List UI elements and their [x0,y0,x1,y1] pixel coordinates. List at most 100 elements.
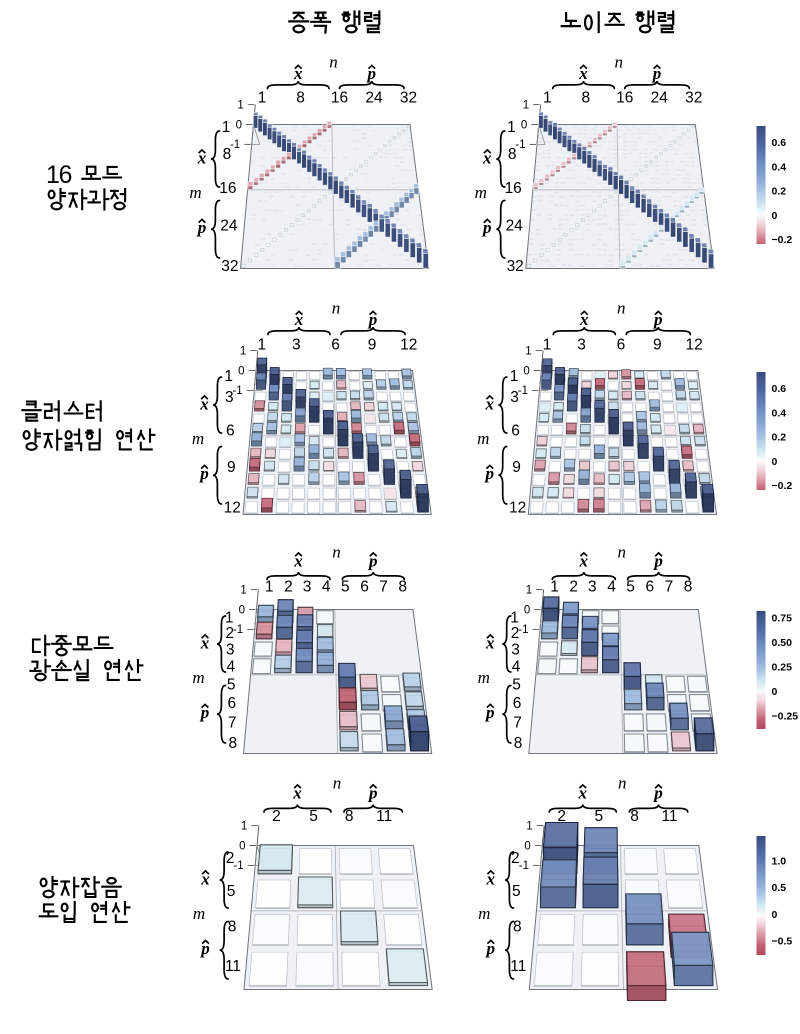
svg-text:11: 11 [225,958,241,975]
svg-text:6: 6 [617,336,626,353]
svg-text:8: 8 [296,89,305,106]
svg-text:16: 16 [505,180,522,197]
svg-text:−0.2: −0.2 [772,234,793,246]
svg-text:x: x [294,310,304,329]
svg-text:0.4: 0.4 [772,407,787,419]
svg-text:7: 7 [665,578,674,595]
svg-text:n: n [618,543,627,562]
svg-text:-1: -1 [230,139,240,151]
svg-text:4: 4 [226,659,235,676]
svg-text:0: 0 [238,365,244,377]
svg-text:−0.2: −0.2 [772,480,793,492]
svg-text:1: 1 [550,578,559,595]
svg-text:6: 6 [59,162,73,189]
svg-text:0: 0 [524,604,530,616]
svg-text:1: 1 [507,119,516,136]
svg-text:9: 9 [368,336,377,353]
svg-text:0: 0 [524,840,530,852]
svg-text:m: m [475,183,487,202]
svg-text:0.6: 0.6 [772,137,787,149]
svg-text:5: 5 [626,578,635,595]
svg-text:1: 1 [525,345,531,357]
svg-text:11: 11 [510,958,526,975]
svg-text:m: m [193,904,205,923]
svg-text:x: x [200,870,210,889]
svg-text:1: 1 [265,578,274,595]
svg-text:5: 5 [512,676,521,693]
svg-text:8: 8 [581,89,590,106]
svg-text:5: 5 [594,808,603,825]
svg-text:8: 8 [345,808,354,825]
svg-text:11: 11 [376,808,392,825]
svg-text:1: 1 [526,584,532,596]
svg-text:32: 32 [685,89,702,106]
svg-text:32: 32 [507,258,524,275]
svg-text:3: 3 [577,336,586,353]
svg-text:-1: -1 [519,860,529,872]
svg-text:12: 12 [400,336,417,353]
svg-text:4: 4 [607,578,616,595]
svg-text:0.6: 0.6 [772,383,787,395]
svg-text:0.25: 0.25 [772,662,793,674]
svg-text:1: 1 [523,99,529,111]
svg-text:x: x [482,149,492,168]
svg-text:8: 8 [398,578,407,595]
svg-text:1: 1 [224,368,233,385]
svg-text:8: 8 [514,735,523,752]
svg-text:x: x [293,552,303,571]
svg-text:-1: -1 [515,139,525,151]
svg-text:4: 4 [322,578,331,595]
svg-text:8: 8 [228,735,237,752]
svg-text:3: 3 [588,578,597,595]
svg-text:1: 1 [237,99,243,111]
svg-text:6: 6 [331,336,340,353]
svg-text:0: 0 [772,210,778,222]
svg-text:-1: -1 [518,385,528,397]
svg-text:n: n [615,53,624,72]
svg-text:5: 5 [227,676,236,693]
svg-text:0: 0 [772,909,778,921]
svg-text:n: n [333,774,342,793]
svg-text:6: 6 [360,578,369,595]
svg-text:2: 2 [284,578,293,595]
svg-text:m: m [478,904,490,923]
svg-text:0.75: 0.75 [772,613,793,625]
svg-text:6: 6 [511,422,520,439]
svg-text:-1: -1 [233,624,243,636]
svg-text:1: 1 [240,345,246,357]
svg-text:12: 12 [509,500,526,517]
svg-text:3: 3 [292,336,301,353]
svg-text:8: 8 [630,808,639,825]
svg-text:n: n [332,299,341,318]
svg-text:−0.25: −0.25 [772,711,799,723]
svg-text:x: x [199,395,209,414]
svg-text:5: 5 [309,808,318,825]
svg-text:24: 24 [506,217,524,234]
svg-text:1: 1 [241,820,247,832]
svg-text:0: 0 [239,604,245,616]
svg-text:−0.5: −0.5 [772,936,793,948]
svg-text:6: 6 [513,695,522,712]
svg-text:1: 1 [258,89,267,106]
svg-text:0: 0 [523,365,529,377]
svg-text:5: 5 [341,578,350,595]
svg-text:m: m [192,429,204,448]
svg-text:x: x [293,64,303,83]
svg-text:12: 12 [685,336,702,353]
svg-text:x: x [579,552,589,571]
svg-text:24: 24 [651,89,669,106]
svg-text:7: 7 [379,578,388,595]
svg-text:-1: -1 [232,385,242,397]
svg-text:6: 6 [226,422,235,439]
svg-text:m: m [477,429,489,448]
svg-text:9: 9 [653,336,662,353]
svg-text:m: m [192,668,204,687]
svg-text:n: n [618,774,627,793]
svg-text:0.50: 0.50 [772,637,793,649]
svg-text:1: 1 [543,336,552,353]
svg-text:x: x [485,634,495,653]
svg-text:0: 0 [236,119,242,131]
svg-text:9: 9 [227,459,236,476]
svg-text:0.5: 0.5 [772,882,787,894]
svg-text:0: 0 [772,456,778,468]
